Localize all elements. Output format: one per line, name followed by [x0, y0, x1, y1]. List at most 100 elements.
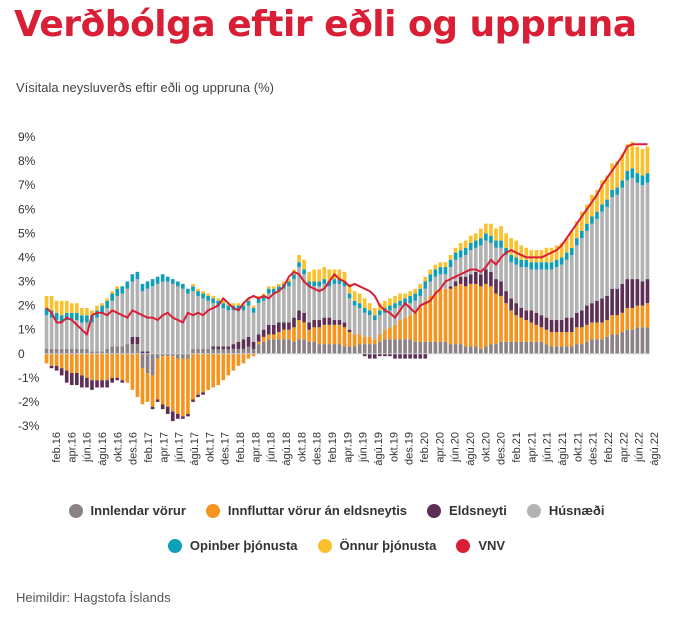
bar-segment [170, 283, 175, 354]
bar-segment [64, 300, 69, 313]
bar-segment [155, 399, 160, 402]
y-tick-label: 9% [18, 130, 36, 144]
stacked-bar-chart: 9% 8% 7% 6% 5% 4% 3% 2% 1% 0 -1% -2% -3% feb.16 apr.16… [18, 130, 661, 466]
bar-segment [418, 341, 423, 354]
bar-segment [64, 312, 69, 321]
bar-segment [559, 320, 564, 333]
legend-label-innfluttar-vorur: Innfluttar vörur án eldsneytis [227, 503, 408, 518]
bar-segment [408, 353, 412, 359]
x-tick-label: ágú.21 [557, 432, 569, 466]
bar-segment [85, 307, 89, 316]
bar-segment [564, 259, 569, 318]
bar-segment [378, 341, 382, 354]
bar-segment [362, 312, 367, 337]
bar-segment [307, 281, 311, 287]
bar-segment [59, 315, 64, 323]
bar-segment [69, 348, 74, 354]
bar-segment [580, 310, 584, 328]
bar-segment [145, 281, 150, 289]
bar-segment [544, 344, 549, 354]
bar-segment [590, 322, 594, 340]
bar-segment [605, 295, 609, 321]
bar-segment [292, 274, 296, 280]
bar-segment [90, 322, 94, 352]
bar-segment [509, 310, 513, 342]
bar-segment [489, 235, 493, 243]
bar-segment [140, 351, 145, 354]
bar-segment [544, 262, 549, 270]
bar-segment [367, 344, 372, 354]
bar-segment [453, 281, 458, 287]
bar-segment [418, 283, 423, 289]
bar-segment [468, 283, 473, 347]
bar-segment [640, 305, 645, 328]
bar-segment [54, 365, 59, 371]
bar-segment [241, 310, 246, 340]
bar-segment [110, 300, 114, 347]
bar-segment [90, 353, 94, 381]
bar-segment [630, 307, 635, 330]
bar-segment [135, 271, 140, 280]
bar-segment [489, 271, 493, 287]
bar-segment [458, 242, 463, 251]
bar-segment [44, 353, 49, 364]
bar-segment [201, 291, 205, 294]
bar-segment [559, 257, 564, 265]
bar-segment [120, 353, 125, 381]
bar-segment [85, 353, 89, 378]
bar-segment [574, 238, 579, 246]
bar-segment [186, 353, 190, 359]
bar-segment [438, 274, 443, 289]
bar-segment [357, 334, 362, 345]
bar-segment [398, 353, 402, 359]
bar-segment [337, 269, 342, 280]
bar-segment [322, 317, 327, 325]
bar-segment [125, 344, 130, 354]
bar-segment [458, 344, 463, 354]
bar-segment [266, 324, 271, 335]
bar-segment [317, 344, 322, 354]
bar-segment [595, 300, 599, 323]
bar-segment [59, 353, 64, 369]
bar-segment [367, 353, 372, 359]
bar-segment [499, 226, 503, 241]
bar-segment [640, 185, 645, 282]
bar-segment [95, 305, 99, 311]
bar-segment [49, 353, 54, 366]
bar-segment [569, 346, 574, 354]
bar-segment [625, 329, 630, 354]
bar-segment [645, 182, 650, 280]
bar-segment [625, 279, 630, 308]
bar-segment [393, 303, 397, 308]
bar-segment [549, 247, 554, 263]
x-tick-label: feb.21 [511, 432, 523, 463]
bar-segment [463, 247, 468, 255]
x-tick-label: feb.18 [235, 432, 247, 463]
bar-segment [473, 247, 478, 272]
x-tick-label: des.16 [128, 432, 140, 465]
bar-segment [590, 223, 594, 304]
bar-segment [625, 170, 630, 181]
bar-segment [64, 353, 69, 371]
bar-segment [337, 320, 342, 325]
bar-segment [130, 353, 135, 390]
bar-segment [342, 286, 347, 323]
bar-segment [80, 353, 84, 376]
bar-segment [95, 353, 99, 381]
bar-segment [75, 353, 79, 374]
bar-segment [191, 348, 195, 354]
bar-segment [176, 413, 180, 419]
bar-segment [80, 322, 84, 349]
bar-segment [433, 269, 438, 277]
bar-segment [494, 279, 498, 294]
bar-segment [580, 230, 584, 239]
bar-segment [484, 346, 488, 354]
bar-segment [150, 279, 155, 287]
legend-label-opinber-thjonusta: Opinber þjónusta [189, 538, 298, 553]
bar-segment [479, 274, 483, 287]
bar-segment [277, 283, 281, 287]
bar-segment [312, 286, 316, 321]
bar-segment [125, 353, 130, 383]
bar-segment [443, 341, 448, 354]
bar-segment [277, 339, 281, 354]
